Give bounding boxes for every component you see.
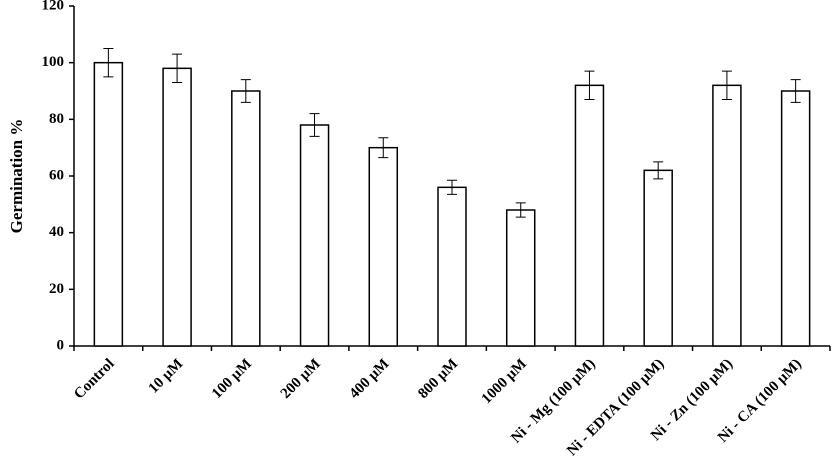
y-tick-label: 60: [49, 167, 64, 183]
bar: [299, 124, 330, 347]
error-bar: [378, 137, 389, 159]
bar: [780, 90, 811, 347]
error-bar: [653, 161, 664, 180]
y-tick-label: 0: [57, 337, 65, 353]
y-tick-label: 100: [42, 54, 65, 70]
bar: [574, 84, 605, 347]
bar: [231, 90, 261, 347]
error-bar: [584, 70, 595, 100]
y-tick-label: 40: [49, 224, 64, 240]
x-tick-label: 200 µM: [278, 356, 324, 402]
bar: [368, 146, 399, 347]
bar: [437, 186, 467, 347]
error-bar: [240, 79, 251, 103]
x-tick-label: 800 µM: [415, 356, 461, 402]
bar: [162, 67, 192, 347]
error-bar: [721, 70, 732, 100]
y-tick-label: 20: [49, 281, 64, 297]
y-tick-label: 80: [49, 111, 64, 127]
x-tick-label: Control: [71, 356, 117, 402]
error-bar: [790, 79, 801, 103]
error-bar: [103, 48, 114, 78]
x-tick-label: 100 µM: [209, 356, 255, 402]
x-tick-label: 10 µM: [146, 356, 187, 397]
bar: [643, 169, 673, 347]
y-tick-label: 120: [42, 0, 65, 13]
error-bar: [309, 113, 320, 137]
bar: [93, 61, 124, 347]
bar: [712, 84, 742, 347]
bar: [505, 209, 536, 347]
error-bar: [172, 53, 183, 83]
y-axis-label: Germination %: [7, 119, 26, 234]
error-bar: [447, 179, 457, 195]
error-bar: [515, 202, 526, 218]
x-tick-label: 400 µM: [347, 356, 393, 402]
x-tick-label: 1000 µM: [479, 356, 530, 407]
